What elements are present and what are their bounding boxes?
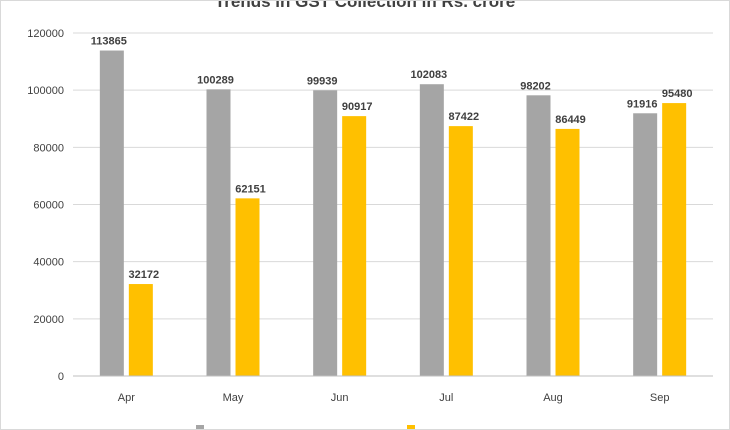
data-label: 87422 <box>449 111 480 123</box>
bar-series-2-jun <box>342 116 367 376</box>
legend <box>196 425 415 429</box>
data-label: 95480 <box>662 88 693 100</box>
bar-series-2-aug <box>555 128 580 376</box>
data-label: 100289 <box>197 74 234 86</box>
y-tick-label: 80000 <box>33 142 64 154</box>
y-axis-ticks: 0 20000 40000 60000 80000 100000 120000 <box>27 28 64 383</box>
y-tick-label: 40000 <box>33 257 64 269</box>
bar-series-2-apr <box>128 284 153 376</box>
y-tick-label: 120000 <box>27 28 64 40</box>
x-category-label: Sep <box>650 392 670 404</box>
x-category-label: Jun <box>331 392 349 404</box>
data-label: 32172 <box>129 269 160 281</box>
y-tick-label: 60000 <box>33 200 64 212</box>
bar-series-1-jun <box>313 90 338 376</box>
y-tick-label: 20000 <box>33 314 64 326</box>
data-label: 113865 <box>91 36 127 48</box>
x-category-label: Apr <box>118 392 135 404</box>
x-category-label: May <box>223 392 244 404</box>
legend-swatch-gray <box>196 425 204 429</box>
data-label: 91916 <box>627 98 658 110</box>
bar-series-1-apr <box>99 50 124 376</box>
x-category-label: Jul <box>439 392 453 404</box>
bar-series-2-jul <box>448 126 473 377</box>
bar-series-2-may <box>235 198 260 376</box>
y-tick-label: 0 <box>58 371 64 383</box>
data-label: 99939 <box>307 75 338 87</box>
bars <box>99 50 687 377</box>
data-labels: 113865 32172 100289 62151 99939 90917 102083 87… <box>91 36 693 282</box>
legend-swatch-yellow <box>407 425 415 429</box>
bar-series-2-sep <box>662 103 687 376</box>
gridlines <box>73 32 713 320</box>
bar-series-1-may <box>206 89 231 376</box>
bar-series-1-sep <box>633 113 658 376</box>
chart-title: Trends in GST Collection in Rs. crore <box>215 1 515 11</box>
bar-series-1-aug <box>526 95 551 377</box>
data-label: 62151 <box>235 183 266 195</box>
data-label: 90917 <box>342 101 373 113</box>
data-label: 102083 <box>410 69 447 81</box>
x-axis-categories: Apr May Jun Jul Aug Sep <box>118 392 670 404</box>
data-label: 86449 <box>555 114 586 126</box>
x-category-label: Aug <box>543 392 563 404</box>
data-label: 98202 <box>520 80 551 92</box>
bar-series-1-jul <box>419 84 444 376</box>
y-tick-label: 100000 <box>27 85 64 97</box>
